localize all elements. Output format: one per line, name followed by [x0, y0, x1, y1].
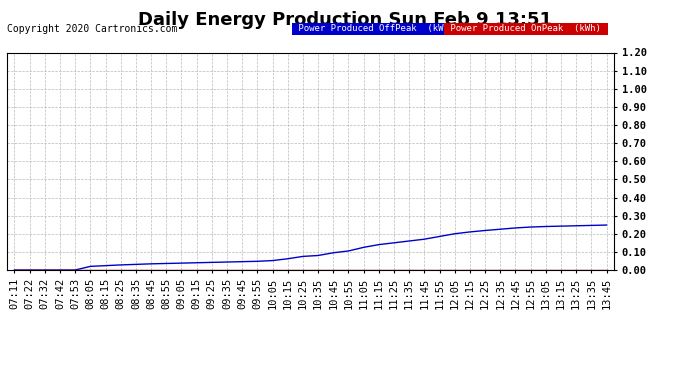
Text: Power Produced OffPeak  (kWh): Power Produced OffPeak (kWh) [293, 24, 460, 33]
Text: Daily Energy Production Sun Feb 9 13:51: Daily Energy Production Sun Feb 9 13:51 [138, 11, 552, 29]
Text: Copyright 2020 Cartronics.com: Copyright 2020 Cartronics.com [7, 24, 177, 34]
Text: Power Produced OnPeak  (kWh): Power Produced OnPeak (kWh) [445, 24, 607, 33]
